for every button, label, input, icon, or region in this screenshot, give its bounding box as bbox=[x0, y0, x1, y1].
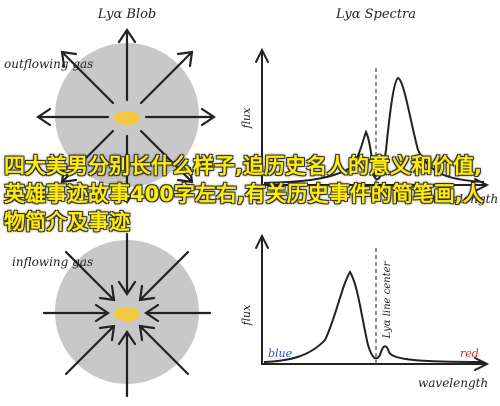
outflow-gas-label: outflowing gas bbox=[4, 57, 93, 71]
top-spectrum-curve bbox=[263, 76, 485, 184]
blob-core bbox=[114, 111, 140, 125]
bottom-axes bbox=[255, 233, 490, 371]
spectra-title: Lyα Spectra bbox=[335, 7, 416, 22]
spectrum-bottom-panel: flux Lyα line center blue red wavelength bbox=[240, 233, 490, 390]
blob-core-inflow bbox=[114, 307, 140, 321]
blue-label: blue bbox=[268, 347, 293, 360]
spectrum-top-panel: Lyα Spectra flux wavelength bbox=[240, 7, 498, 206]
outflow-panel: Lyα Blob outflowing gas bbox=[4, 7, 216, 204]
red-label: red bbox=[460, 347, 479, 360]
inflow-gas-label: inflowing gas bbox=[12, 255, 93, 269]
line-center-label: Lyα line center bbox=[382, 260, 393, 339]
top-wavelength-label: wavelength bbox=[428, 192, 498, 206]
inflow-panel: inflowing gas bbox=[12, 232, 212, 398]
overlay-caption: 四大美男分别长什么样子,追历史名人的意义和价值,英雄事迹故事400字左右,有关历… bbox=[4, 154, 484, 234]
bottom-flux-label: flux bbox=[240, 304, 253, 326]
blob-title: Lyα Blob bbox=[97, 7, 157, 22]
bottom-wavelength-label: wavelength bbox=[418, 376, 488, 390]
top-flux-label: flux bbox=[240, 107, 253, 129]
outflow-arrows bbox=[36, 28, 216, 204]
bottom-spectrum-curve bbox=[263, 270, 485, 363]
inflow-arrows bbox=[42, 232, 212, 398]
